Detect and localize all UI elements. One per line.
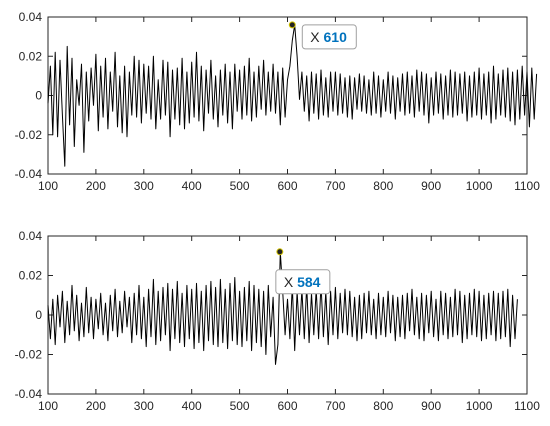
y-tick-label: 0.04 xyxy=(19,10,43,24)
x-tick-label: 1100 xyxy=(514,179,540,193)
x-tick-label: 700 xyxy=(325,399,345,413)
x-tick-label: 1000 xyxy=(466,179,493,193)
x-tick-label: 400 xyxy=(182,399,202,413)
datatip-prefix: X xyxy=(284,274,297,290)
x-tick-label: 200 xyxy=(86,179,106,193)
datatip-box xyxy=(275,269,331,295)
x-tick-label: 300 xyxy=(134,179,154,193)
x-tick-label: 600 xyxy=(277,399,297,413)
x-tick-label: 800 xyxy=(373,179,393,193)
x-tick-label: 1100 xyxy=(514,399,540,413)
axes-box xyxy=(47,16,528,175)
x-tick-label: 600 xyxy=(277,179,297,193)
datatip-value: 610 xyxy=(324,29,348,45)
x-tick-label: 500 xyxy=(230,179,250,193)
datatip-box xyxy=(301,24,357,50)
x-tick-label: 500 xyxy=(230,399,250,413)
y-tick-label: 0.04 xyxy=(19,229,43,243)
y-tick-label: 0 xyxy=(35,308,42,322)
top-plot: 100 200 300 400 500 600 700 800 900 1000 1100 0.04 0… xyxy=(15,10,541,193)
x-tick-label: 100 xyxy=(38,179,58,193)
x-tick-label: 900 xyxy=(421,399,441,413)
x-tick-label: 400 xyxy=(182,179,202,193)
y-tick-label: -0.02 xyxy=(15,128,43,142)
y-tick-label: -0.04 xyxy=(15,387,43,401)
bottom-plot: 100 200 300 400 500 600 700 800 900 1000 1100 0.04 0… xyxy=(15,229,541,413)
datatip-marker xyxy=(288,21,296,29)
datatip-marker xyxy=(276,248,284,256)
datatip-prefix: X xyxy=(310,29,323,45)
x-tick-label: 900 xyxy=(421,179,441,193)
y-tick-label: -0.02 xyxy=(15,348,43,362)
axes-box xyxy=(47,235,528,395)
x-tick-label: 100 xyxy=(38,399,58,413)
x-tick-label: 200 xyxy=(86,399,106,413)
x-tick-label: 700 xyxy=(325,179,345,193)
datatip-label: X 610 xyxy=(310,29,347,45)
y-tick-label: 0.02 xyxy=(19,269,43,283)
datatip-value: 584 xyxy=(297,274,321,290)
y-tick-label: 0 xyxy=(35,89,42,103)
x-tick-label: 1000 xyxy=(466,399,493,413)
series-line xyxy=(47,24,538,167)
y-tick-label: -0.04 xyxy=(15,167,43,181)
y-tick-label: 0.02 xyxy=(19,49,43,63)
x-tick-label: 800 xyxy=(373,399,393,413)
datatip-label: X 584 xyxy=(284,274,321,290)
x-tick-label: 300 xyxy=(134,399,154,413)
